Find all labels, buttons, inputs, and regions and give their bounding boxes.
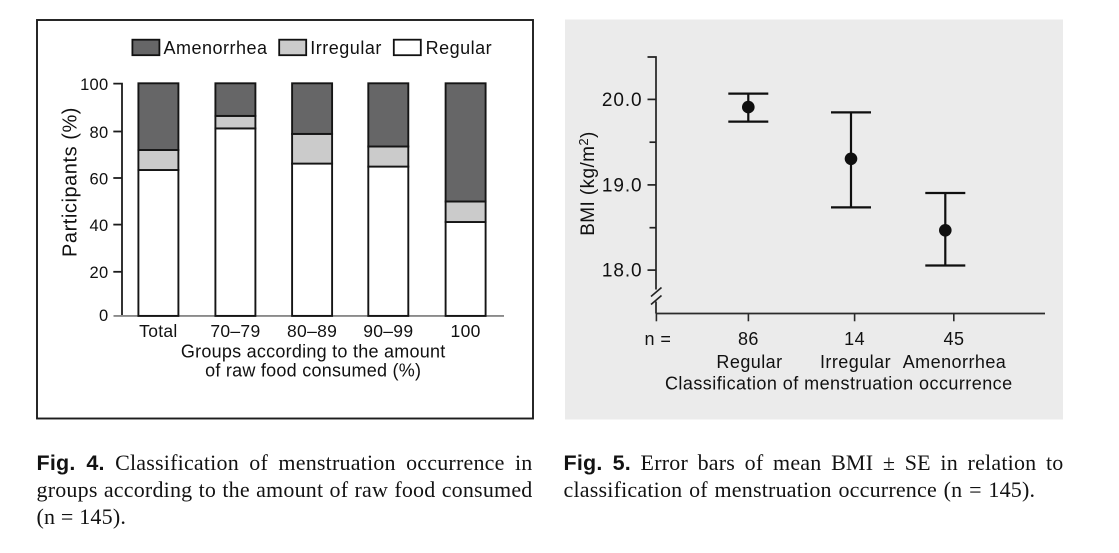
svg-text:n =: n = (645, 329, 672, 349)
svg-text:Amenorrhea: Amenorrhea (164, 38, 269, 58)
svg-text:80–89: 80–89 (287, 321, 337, 341)
svg-text:100: 100 (451, 321, 481, 341)
svg-text:of raw food consumed (%): of raw food consumed (%) (205, 360, 421, 380)
svg-text:0: 0 (99, 307, 108, 325)
svg-text:18.0: 18.0 (602, 261, 643, 282)
svg-text:Irregular: Irregular (820, 352, 891, 372)
svg-text:80: 80 (90, 124, 109, 142)
svg-text:20.0: 20.0 (602, 90, 643, 111)
svg-text:19.0: 19.0 (602, 175, 643, 196)
svg-text:Total: Total (139, 321, 177, 341)
svg-text:Classification of menstruation: Classification of menstruation occurrenc… (665, 374, 1013, 394)
svg-text:Groups according to the amount: Groups according to the amount (181, 341, 446, 361)
svg-text:14: 14 (844, 329, 865, 349)
svg-text:Amenorrhea: Amenorrhea (903, 352, 1007, 372)
svg-text:86: 86 (738, 329, 759, 349)
svg-text:BMI (kg/m2): BMI (kg/m2) (576, 131, 599, 236)
svg-text:60: 60 (90, 170, 109, 188)
svg-text:Regular: Regular (716, 352, 782, 372)
svg-text:45: 45 (944, 329, 965, 349)
svg-text:70–79: 70–79 (210, 321, 260, 341)
svg-text:Irregular: Irregular (310, 38, 382, 58)
svg-text:Participants (%): Participants (%) (60, 107, 82, 257)
svg-text:20: 20 (90, 264, 109, 282)
svg-text:90–99: 90–99 (363, 321, 413, 341)
svg-text:40: 40 (90, 217, 109, 235)
svg-text:100: 100 (80, 76, 108, 94)
svg-text:Regular: Regular (426, 38, 493, 58)
